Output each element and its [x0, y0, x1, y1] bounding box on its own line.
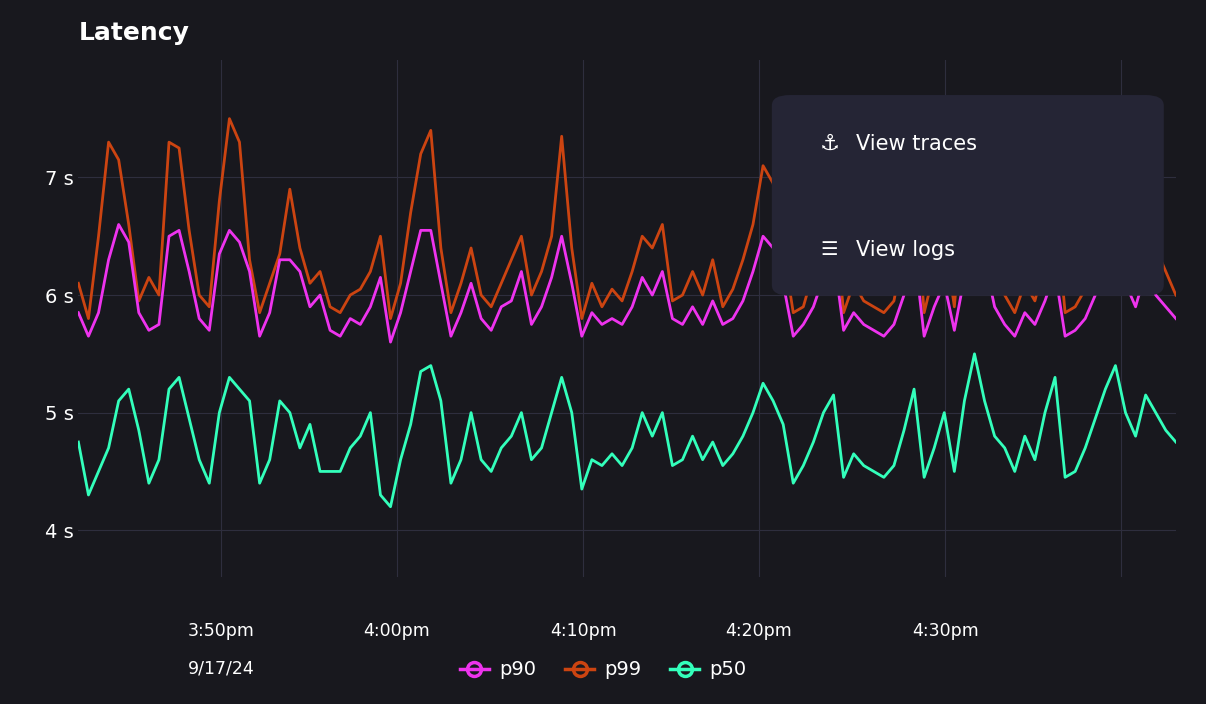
Text: ☰: ☰ [820, 241, 838, 259]
Text: 4:20pm: 4:20pm [726, 622, 792, 640]
Text: 3:50pm: 3:50pm [188, 622, 254, 640]
Text: ⚓: ⚓ [820, 134, 841, 154]
Legend: p90, p99, p50: p90, p99, p50 [452, 653, 754, 687]
Text: 4:00pm: 4:00pm [363, 622, 431, 640]
Text: 4:10pm: 4:10pm [550, 622, 616, 640]
Text: View traces: View traces [856, 134, 977, 154]
Text: 4:30pm: 4:30pm [912, 622, 979, 640]
Text: Latency: Latency [78, 21, 189, 45]
Text: View logs: View logs [856, 240, 955, 260]
Text: 9/17/24: 9/17/24 [188, 660, 254, 677]
